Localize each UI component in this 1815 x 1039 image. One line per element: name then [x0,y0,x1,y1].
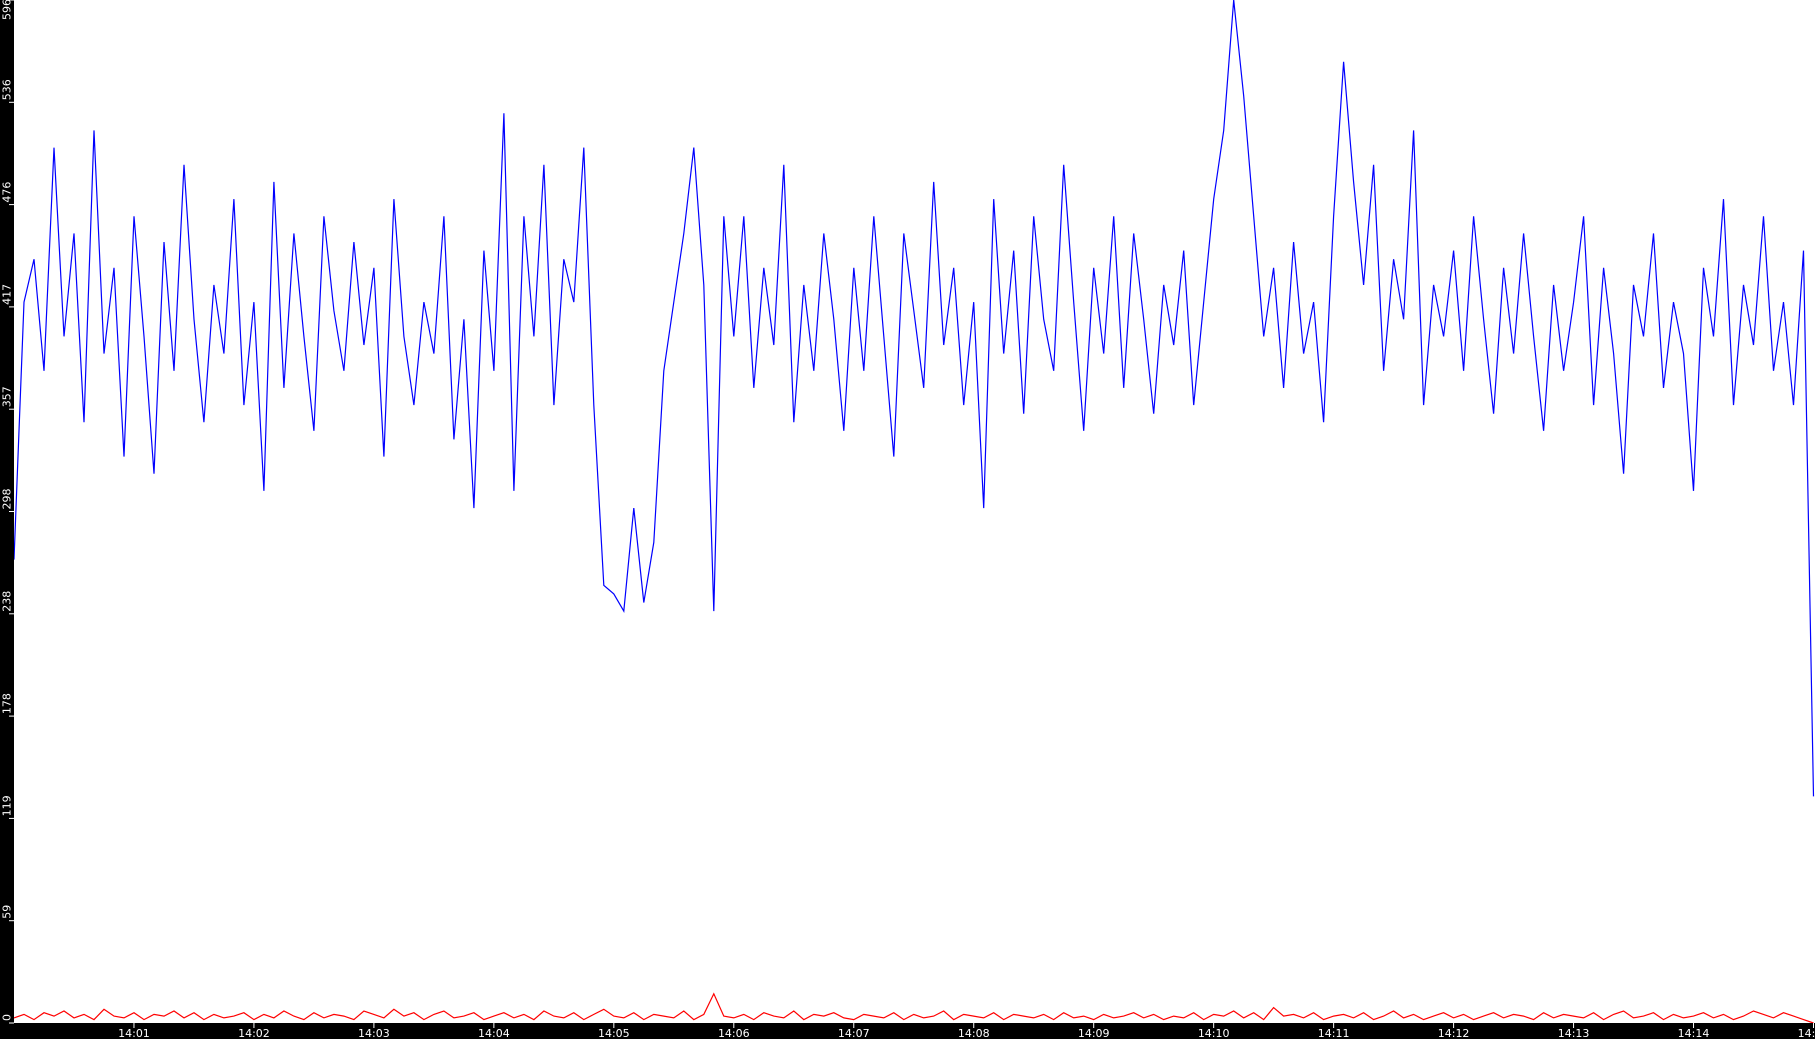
y-axis: 0 59 119 178 238 298 357 417 476 536 596 [1,0,14,1024]
x-tick-label: 14:11 [1318,1027,1350,1039]
y-tick-label: 0 [1,1014,14,1021]
x-tick-label: 14:03 [358,1027,390,1039]
x-tick-label: 14:13 [1558,1027,1590,1039]
x-tick-label: 14:08 [958,1027,990,1039]
x-tick-label: 14:04 [478,1027,510,1039]
y-tick-label: 119 [1,795,14,816]
series-layer [13,0,1815,1024]
x-tick-label: 14:09 [1078,1027,1110,1039]
x-tick-label: 14:06 [718,1027,750,1039]
x-tick-label: 14:05 [598,1027,630,1039]
plot-area [14,0,1815,1023]
x-tick-label: 14:15 [1798,1027,1815,1039]
x-tick-label: 14:01 [118,1027,150,1039]
y-tick-label: 536 [1,79,14,100]
y-tick-label: 417 [1,284,14,305]
y-axis-bar [0,0,14,1039]
x-axis-bar [0,1023,1815,1039]
y-tick-label: 238 [1,591,14,612]
x-axis: 14:01 14:02 14:03 14:04 14:05 14:06 14:07 14:08… [118,1023,1815,1039]
x-tick-label: 14:07 [838,1027,870,1039]
x-tick-label: 14:10 [1198,1027,1230,1039]
series-line-2 [13,992,1814,1024]
x-tick-label: 14:14 [1678,1027,1710,1039]
y-tick-label: 476 [1,182,14,203]
y-tick-label: 596 [1,0,14,20]
x-tick-label: 14:12 [1438,1027,1470,1039]
y-tick-label: 357 [1,386,14,407]
y-tick-label: 178 [1,693,14,714]
y-tick-label: 298 [1,489,14,510]
series-line-1 [13,0,1815,797]
x-tick-label: 14:02 [238,1027,270,1039]
y-tick-label: 59 [1,905,14,919]
